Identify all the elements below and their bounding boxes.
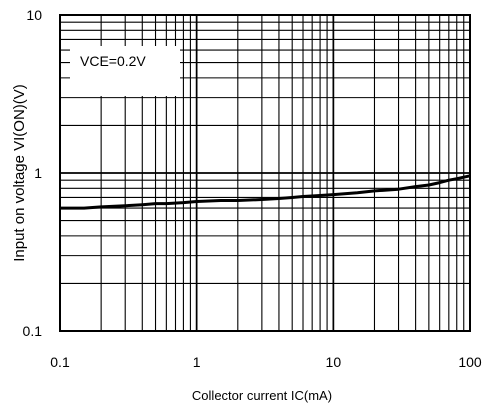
annotation-label: VCE=0.2V [80,53,146,69]
x-tick-label: 0.1 [50,354,70,370]
y-tick-labels: 0.1 1 10 [23,7,43,339]
y-tick-label: 10 [26,7,42,23]
x-tick-label: 100 [458,354,482,370]
annotation-box [70,46,180,96]
x-axis-title: Collector current IC(mA) [192,388,332,403]
series-layer [60,174,471,210]
x-tick-label: 1 [193,354,201,370]
y-axis-title: Input on voltage VI(ON)(V) [11,84,28,262]
plot-frame [59,14,471,332]
x-tick-labels: 0.1 1 10 100 [50,354,482,370]
y-tick-label: 0.1 [23,323,43,339]
series-line [60,174,471,210]
x-tick-label: 10 [326,354,342,370]
y-tick-label: 1 [34,165,42,181]
